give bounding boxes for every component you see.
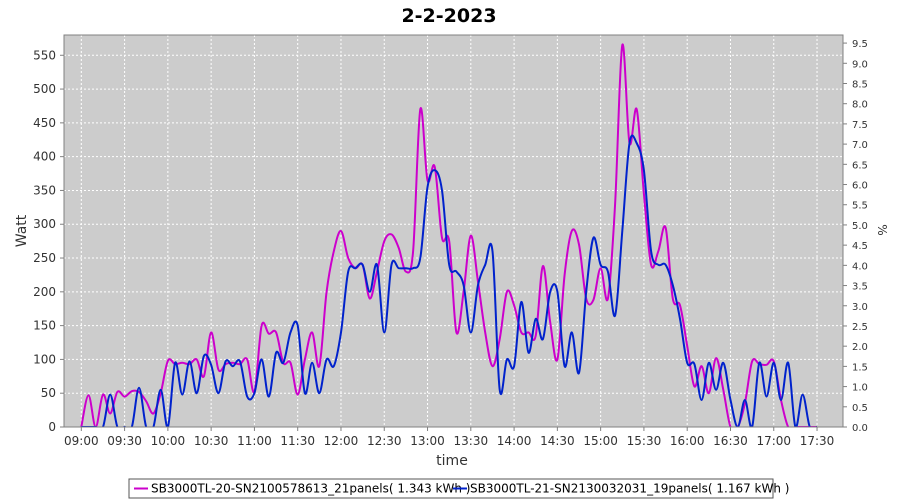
y-axis-title: Watt [14,214,30,247]
x-tick-label: 14:00 [497,434,532,448]
y2-tick-label: 3.5 [852,282,868,293]
x-tick-label: 15:30 [627,434,662,448]
y2-axis: 0.0 0.5 1.0 1.5 2.0 2.5 3.0 3.5 4.0 4.5 5.0 5.5 6.0 6… [843,39,868,434]
x-axis-title: time [436,453,468,469]
y2-tick-label: 6.5 [852,160,868,171]
x-tick-label: 11:00 [237,434,272,448]
x-tick-label: 13:00 [410,434,445,448]
x-tick-label: 10:30 [194,434,229,448]
y-axis: 0 50 100 150 200 250 300 350 400 450 500 550 [33,48,64,434]
y2-tick-label: 7.5 [852,120,868,131]
y2-tick-label: 3.0 [852,302,868,313]
y2-tick-label: 8.5 [852,79,868,90]
y-tick-label: 200 [33,285,56,299]
y-tick-label: 150 [33,319,56,333]
x-tick-label: 16:00 [670,434,705,448]
y2-tick-label: 5.5 [852,201,868,212]
legend-label-1: SB3000TL-20-SN2100578613_21panels( 1.343… [151,482,470,496]
y-tick-label: 500 [33,82,56,96]
y2-tick-label: 1.5 [852,362,868,373]
legend-label-2: SB3000TL-21-SN2130032031_19panels( 1.167… [470,482,789,496]
chart-title: 2-2-2023 [401,5,496,27]
x-tick-label: 09:30 [107,434,142,448]
y2-tick-label: 1.0 [852,383,868,394]
legend: SB3000TL-20-SN2100578613_21panels( 1.343… [128,478,789,499]
y2-tick-label: 6.0 [852,181,868,192]
y2-tick-label: 4.5 [852,241,868,252]
x-tick-label: 12:00 [324,434,359,448]
y2-tick-label: 7.0 [852,140,868,151]
series-layer [80,43,817,427]
y-tick-label: 0 [48,420,56,434]
y-tick-label: 450 [33,116,56,130]
legend-box [128,478,774,499]
y2-tick-label: 0.0 [852,423,868,434]
x-tick-label: 11:30 [280,434,315,448]
y2-tick-label: 2.0 [852,342,868,353]
x-tick-label: 17:30 [800,434,835,448]
y2-axis-title: % [875,224,889,235]
plot-background [64,35,843,427]
x-tick-label: 14:30 [540,434,575,448]
y-tick-label: 50 [41,386,56,400]
plot-area [63,34,844,428]
y-tick-label: 350 [33,183,56,197]
y-tick-label: 100 [33,352,56,366]
x-tick-label: 16:30 [713,434,748,448]
y2-tick-label: 5.0 [852,221,868,232]
series-line-2 [81,134,817,427]
y-tick-label: 400 [33,150,56,164]
grid-lines [64,35,843,428]
series-line-1 [80,43,817,427]
plot-border [63,34,844,428]
x-tick-label: 09:00 [64,434,99,448]
y2-tick-label: 0.5 [852,403,868,414]
y2-tick-label: 4.0 [852,261,868,272]
y2-tick-label: 2.5 [852,322,868,333]
x-tick-label: 15:00 [583,434,618,448]
x-tick-label: 12:30 [367,434,402,448]
y2-tick-label: 8.0 [852,100,868,111]
y2-tick-label: 9.5 [852,39,868,50]
y-tick-label: 300 [33,217,56,231]
y-tick-label: 550 [33,48,56,62]
x-tick-label: 10:00 [151,434,186,448]
x-tick-label: 17:00 [756,434,791,448]
x-tick-label: 13:30 [454,434,489,448]
y2-tick-label: 9.0 [852,59,868,70]
x-axis: 09:00 09:30 10:00 10:30 11:00 11:30 12:00 12:30… [64,427,834,448]
y-tick-label: 250 [33,251,56,265]
